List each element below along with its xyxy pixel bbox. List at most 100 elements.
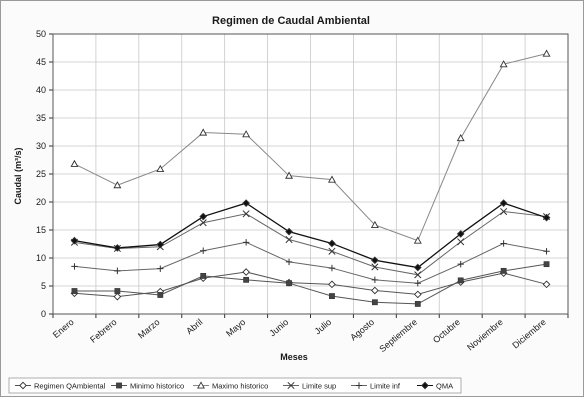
data-point: [285, 258, 293, 266]
legend-box: [8, 377, 462, 394]
data-point: [242, 268, 250, 276]
legend-label: Limite inf: [370, 382, 401, 391]
x-tick-label: Diciembre: [510, 317, 547, 351]
series-line: [74, 241, 547, 284]
data-point: [114, 267, 121, 275]
x-tick-label: Septiembre: [377, 317, 419, 354]
series-line: [74, 271, 547, 298]
data-point: [70, 159, 79, 167]
y-tick-label: 15: [36, 225, 46, 235]
x-tick-label: Abril: [184, 317, 204, 336]
data-point: [199, 128, 208, 136]
series-line: [74, 211, 547, 276]
y-tick-label: 25: [36, 169, 46, 179]
data-point: [113, 244, 122, 252]
data-point: [500, 240, 507, 247]
y-tick-label: 35: [36, 113, 46, 123]
series-line: [74, 53, 547, 242]
data-point: [413, 236, 422, 244]
y-tick-label: 20: [36, 197, 46, 207]
data-point: [157, 292, 164, 298]
x-tick-label: Junio: [267, 317, 290, 338]
data-point: [114, 288, 121, 294]
data-point: [113, 181, 122, 189]
data-point: [242, 239, 250, 246]
data-point: [457, 260, 464, 268]
legend-label: Limite sup: [302, 382, 336, 391]
y-tick-label: 45: [36, 57, 46, 67]
data-point: [71, 263, 78, 270]
data-point: [413, 290, 422, 299]
data-point: [328, 280, 336, 289]
data-point: [542, 49, 551, 57]
plot-border: [52, 33, 569, 315]
legend-label: Minimo historico: [130, 382, 184, 391]
data-point: [242, 199, 250, 207]
data-point: [328, 264, 336, 272]
legend-label: Maximo historico: [212, 382, 268, 391]
data-point: [414, 301, 421, 307]
data-point: [370, 220, 379, 228]
data-point: [371, 299, 378, 306]
data-point: [156, 164, 165, 172]
data-point: [543, 248, 550, 255]
x-axis-title: Meses: [280, 352, 308, 362]
data-point: [70, 236, 79, 245]
data-point: [243, 276, 250, 283]
legend-marker: [355, 382, 363, 389]
data-point: [499, 60, 508, 68]
data-point: [285, 227, 293, 236]
data-point: [328, 247, 336, 255]
data-point: [371, 286, 379, 295]
chart-title: Regimen de Caudal Ambiental: [212, 15, 370, 27]
data-point: [327, 175, 336, 183]
data-point: [285, 171, 294, 179]
data-point: [457, 238, 465, 246]
data-point: [500, 267, 507, 274]
data-point: [371, 276, 379, 284]
data-point: [414, 271, 422, 279]
data-point: [328, 239, 336, 248]
y-axis-title: Caudal (m³/s): [13, 147, 23, 204]
data-point: [456, 134, 465, 142]
x-tick-label: Enero: [51, 317, 76, 340]
x-tick-label: Febrero: [88, 317, 119, 345]
data-point: [200, 247, 207, 254]
data-point: [500, 207, 508, 216]
data-point: [285, 235, 293, 244]
data-point: [542, 280, 551, 289]
data-point: [199, 219, 207, 227]
y-tick-label: 5: [41, 281, 46, 291]
data-point: [413, 263, 422, 272]
data-point: [71, 288, 78, 294]
x-tick-label: Agosto: [348, 317, 376, 343]
data-point: [199, 212, 208, 221]
data-point: [456, 230, 465, 238]
x-tick-label: Octubre: [431, 317, 462, 345]
legend-marker: [287, 381, 295, 390]
y-tick-label: 30: [36, 141, 46, 151]
x-tick-label: Noviembre: [465, 317, 505, 353]
legend-marker: [421, 381, 429, 390]
x-tick-label: Julio: [313, 317, 334, 337]
legend-marker: [116, 382, 122, 389]
y-tick-label: 0: [41, 309, 46, 319]
series-line: [74, 263, 547, 305]
data-point: [286, 280, 292, 287]
data-point: [457, 277, 464, 284]
x-tick-label: Mayo: [224, 317, 247, 339]
data-point: [543, 261, 550, 268]
y-tick-label: 50: [36, 29, 46, 39]
data-point: [329, 293, 335, 299]
legend-label: Regimen QAmbiental: [34, 382, 106, 391]
data-point: [242, 130, 251, 138]
legend-label: QMA: [436, 382, 453, 391]
data-point: [371, 263, 379, 271]
x-tick-label: Marzo: [136, 317, 162, 341]
data-point: [414, 280, 421, 287]
data-point: [371, 256, 379, 265]
y-tick-label: 40: [36, 85, 46, 95]
data-point: [200, 273, 207, 279]
